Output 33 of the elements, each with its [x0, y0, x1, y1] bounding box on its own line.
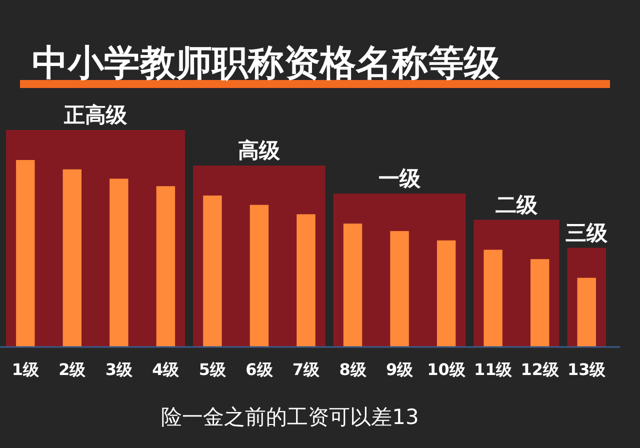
band-label: 一级: [378, 166, 422, 191]
x-tick-label: 8级: [339, 360, 368, 379]
bar: [62, 169, 82, 347]
x-tick-label: 1级: [12, 360, 40, 379]
band-label: 二级: [495, 192, 538, 217]
bar: [484, 250, 502, 347]
bar: [530, 259, 550, 347]
chart-title: 中小学教师职称资格名称等级: [32, 43, 501, 84]
bar: [156, 186, 176, 347]
x-tick-label: 10级: [427, 360, 466, 379]
band-label: 正高级: [63, 103, 128, 127]
x-tick-label: 2级: [58, 360, 87, 379]
bar: [250, 204, 269, 347]
bar: [203, 196, 222, 347]
band-label: 三级: [566, 220, 609, 245]
bar: [296, 214, 316, 347]
band-label: 高级: [238, 138, 282, 163]
bar: [390, 231, 409, 347]
x-tick-label: 11级: [474, 360, 514, 379]
x-tick-label: 5级: [198, 360, 228, 379]
bar: [16, 160, 35, 347]
bar: [577, 278, 596, 347]
bar: [436, 240, 456, 347]
x-tick-label: 3级: [105, 360, 134, 379]
bar: [343, 224, 362, 347]
x-tick-label: 7级: [292, 360, 321, 379]
x-tick-label: 6级: [246, 360, 274, 379]
bar: [110, 178, 128, 347]
x-tick-label: 13级: [567, 360, 607, 379]
x-tick-label: 4级: [152, 360, 180, 379]
x-tick-label: 9级: [386, 360, 414, 379]
text: 险一金之前的工资可以差13: [161, 405, 419, 429]
x-tick-label: 12级: [520, 360, 560, 379]
